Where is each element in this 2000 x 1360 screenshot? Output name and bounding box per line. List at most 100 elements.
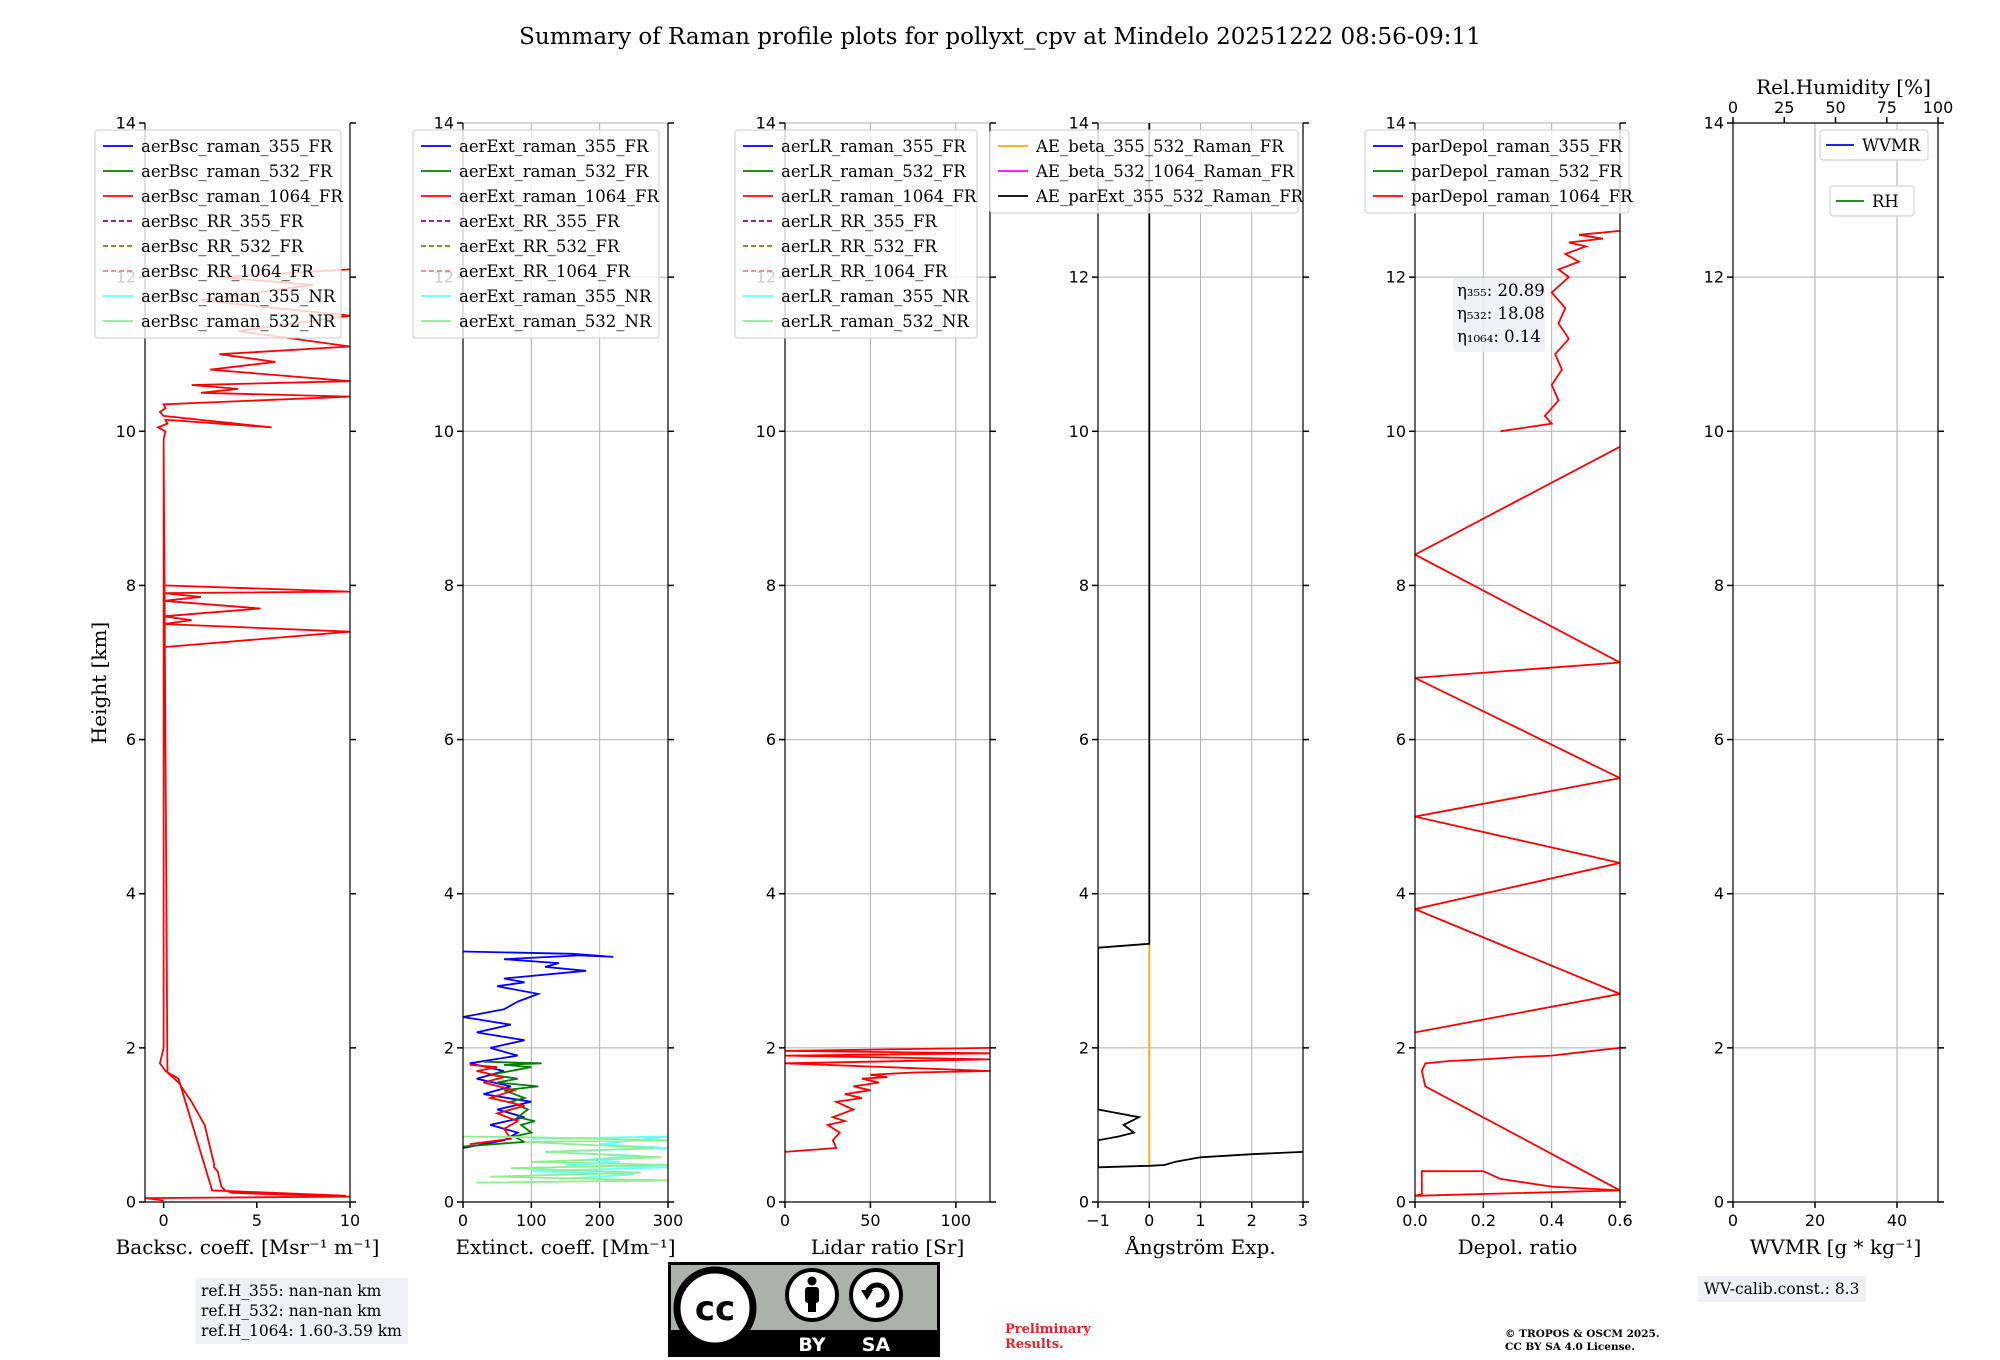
legend-box	[412, 129, 660, 339]
y-tick-label-4: 4	[1396, 884, 1406, 903]
top-x-tick-label-75: 75	[1877, 98, 1897, 117]
y-tick-label-14: 14	[116, 114, 136, 133]
x-tick-label-0-6: 0.6	[1607, 1211, 1632, 1230]
legend-label-aerbsc-rr-532-fr: aerBsc_RR_532_FR	[141, 237, 304, 256]
x-axis-label: Backsc. coeff. [Msr⁻¹ m⁻¹]	[116, 1235, 380, 1259]
x-tick-label-0: 0	[458, 1211, 468, 1230]
panel-1: 024681012140510Backsc. coeff. [Msr⁻¹ m⁻¹…	[94, 114, 380, 1259]
x-axis-label: WVMR [g * kg⁻¹]	[1750, 1235, 1922, 1259]
figure-title: Summary of Raman profile plots for polly…	[519, 24, 1481, 50]
y-tick-label-0: 0	[444, 1193, 454, 1212]
legend-label-aerbsc-raman-532-nr: aerBsc_raman_532_NR	[141, 312, 336, 331]
legend-label-aerext-raman-532-fr: aerExt_raman_532_FR	[459, 162, 649, 181]
legend-label-aerext-raman-1064-fr: aerExt_raman_1064_FR	[459, 187, 659, 206]
y-tick-label-8: 8	[444, 576, 454, 595]
legend-label-pardepol-raman-1064-fr: parDepol_raman_1064_FR	[1411, 187, 1633, 206]
legend-label-wvmr: WVMR	[1862, 136, 1921, 155]
legend-box	[1364, 129, 1630, 214]
top-x-tick-label-25: 25	[1774, 98, 1794, 117]
x-tick-label-0: 0.0	[1402, 1211, 1427, 1230]
cc-by-sa-logo: cc BY SA	[668, 1262, 940, 1357]
legend-label-aerbsc-raman-355-fr: aerBsc_raman_355_FR	[141, 137, 333, 156]
series-ae-parext-355-532-raman-fr	[1098, 123, 1303, 1169]
copyright-note: © TROPOS & OSCM 2025. CC BY SA 4.0 Licens…	[1505, 1328, 1705, 1354]
wv-calib-const: WV-calib.const.: 8.3	[1704, 1280, 1860, 1298]
panel-2: 024681012140100200300Extinct. coeff. [Mm…	[412, 114, 683, 1259]
y-tick-label-2: 2	[1079, 1038, 1089, 1057]
x-tick-label-0: 0	[780, 1211, 790, 1230]
x-tick-label-100: 100	[941, 1211, 972, 1230]
series-pardepol-raman-1064-fr-upper	[1500, 230, 1620, 433]
preliminary-results-note: Preliminary Results.	[1005, 1322, 1091, 1352]
y-tick-label-14: 14	[1069, 114, 1089, 133]
y-tick-label-0: 0	[126, 1193, 136, 1212]
legend-box	[94, 129, 342, 339]
y-tick-label-12: 12	[1386, 268, 1406, 287]
x-axis-label: Extinct. coeff. [Mm⁻¹]	[455, 1235, 675, 1259]
x-tick-label-100: 100	[516, 1211, 547, 1230]
legend-label-aerbsc-rr-355-fr: aerBsc_RR_355_FR	[141, 212, 304, 231]
legend-label-ae-parext-355-532-raman-fr: AE_parExt_355_532_Raman_FR	[1035, 187, 1304, 206]
x-tick-label-1: −1	[1086, 1211, 1110, 1230]
legend-label-aerlr-rr-1064-fr: aerLR_RR_1064_FR	[781, 262, 948, 281]
y-tick-label-10: 10	[1704, 422, 1724, 441]
x-tick-label-200: 200	[584, 1211, 615, 1230]
legend-label-aerext-rr-1064-fr: aerExt_RR_1064_FR	[459, 262, 631, 281]
cc-by-label: BY	[798, 1334, 825, 1356]
y-tick-label-4: 4	[1714, 884, 1724, 903]
y-tick-label-2: 2	[126, 1038, 136, 1057]
y-tick-label-14: 14	[1704, 114, 1724, 133]
y-tick-label-0: 0	[1079, 1193, 1089, 1212]
y-tick-label-6: 6	[444, 730, 454, 749]
y-tick-label-4: 4	[444, 884, 454, 903]
y-tick-label-0: 0	[1714, 1193, 1724, 1212]
y-tick-label-12: 12	[1069, 268, 1089, 287]
x-axis-label: Lidar ratio [Sr]	[811, 1235, 965, 1259]
x-tick-label-1: 1	[1195, 1211, 1205, 1230]
y-tick-label-2: 2	[444, 1038, 454, 1057]
legend-label-aerlr-raman-532-fr: aerLR_raman_532_FR	[781, 162, 966, 181]
y-tick-label-14: 14	[756, 114, 776, 133]
legend-label-aerext-raman-355-nr: aerExt_raman_355_NR	[459, 287, 652, 306]
top-x-tick-label-0: 0	[1728, 98, 1738, 117]
legend-label-aerext-rr-532-fr: aerExt_RR_532_FR	[459, 237, 620, 256]
legend-label-aerlr-raman-355-nr: aerLR_raman_355_NR	[781, 287, 969, 306]
ref-h-1064: ref.H_1064: 1.60-3.59 km	[201, 1322, 402, 1340]
y-tick-label-6: 6	[766, 730, 776, 749]
y-tick-label-8: 8	[1079, 576, 1089, 595]
legend-label-aerbsc-raman-532-fr: aerBsc_raman_532_FR	[141, 162, 333, 181]
cc-mark: cc	[695, 1289, 735, 1329]
panel-5: 0 2 4 6 8 10 12 14 0.0 0.2 0.4 0.6 Depol. ratio parDe…	[1364, 114, 1633, 1259]
series-aerext-raman-532-nr	[463, 1135, 668, 1184]
y-tick-label-8: 8	[1396, 576, 1406, 595]
legend-label-aerbsc-raman-1064-fr: aerBsc_raman_1064_FR	[141, 187, 343, 206]
series-aerlr-raman-1064-fr	[785, 1047, 990, 1153]
legend-label-aerlr-raman-1064-fr: aerLR_raman_1064_FR	[781, 187, 977, 206]
panel-3: 02468101214050100Lidar ratio [Sr]aerLR_r…	[734, 114, 996, 1259]
legend-box	[734, 129, 978, 339]
series-aerbsc-raman-1064-fr	[145, 438, 350, 1202]
y-tick-label-8: 8	[126, 576, 136, 595]
series-aerext-raman-532-fr	[463, 1060, 542, 1148]
x-axis-label: Ångström Exp.	[1124, 1234, 1275, 1259]
legend-label-aerlr-raman-355-fr: aerLR_raman_355_FR	[781, 137, 966, 156]
eta-annotation-0: η₃₅₅: 20.89	[1457, 281, 1545, 300]
legend-label-aerlr-rr-355-fr: aerLR_RR_355_FR	[781, 212, 937, 231]
legend-label-pardepol-raman-355-fr: parDepol_raman_355_FR	[1411, 137, 1623, 156]
legend-box-rh	[1829, 185, 1915, 217]
copyright-line-1: © TROPOS & OSCM 2025.	[1505, 1328, 1660, 1340]
y-tick-label-2: 2	[1714, 1038, 1724, 1057]
top-x-tick-label-50: 50	[1825, 98, 1845, 117]
x-tick-label-0: 0	[1728, 1211, 1738, 1230]
series-pardepol-raman-1064-fr-noise	[1415, 445, 1620, 1034]
eta-annotation-1: η₅₃₂: 18.08	[1457, 304, 1545, 323]
x-tick-label-2: 2	[1247, 1211, 1257, 1230]
series-pardepol-raman-1064-fr	[1415, 1047, 1620, 1197]
legend-label-aerext-raman-532-nr: aerExt_raman_532_NR	[459, 312, 652, 331]
legend-label-aerlr-rr-532-fr: aerLR_RR_532_FR	[781, 237, 937, 256]
legend-label-aerext-rr-355-fr: aerExt_RR_355_FR	[459, 212, 620, 231]
cc-sa-label: SA	[862, 1334, 891, 1356]
legend-label-aerbsc-raman-355-nr: aerBsc_raman_355_NR	[141, 287, 336, 306]
